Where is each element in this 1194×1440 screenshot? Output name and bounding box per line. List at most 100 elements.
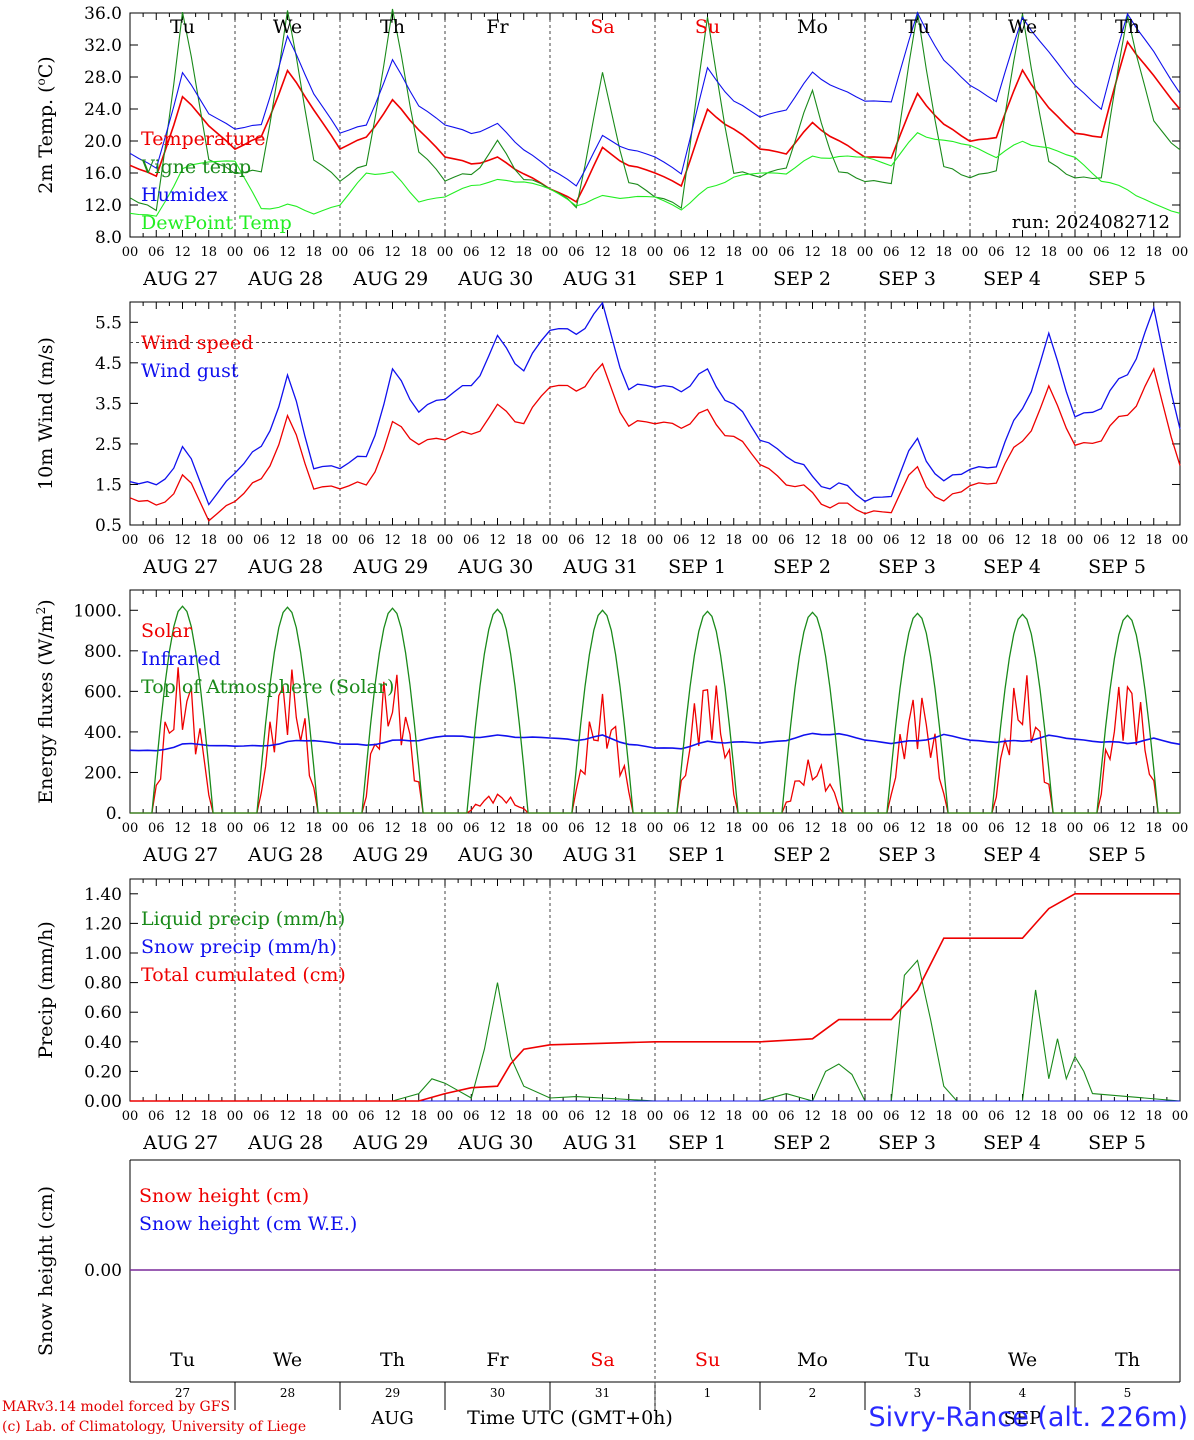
day-header: Mo: [797, 1349, 828, 1371]
hour-tick-label: 06: [358, 245, 375, 260]
hour-tick-label: 18: [515, 821, 532, 836]
date-label: AUG 29: [352, 268, 428, 290]
hour-tick-label: 18: [200, 1109, 217, 1124]
hour-tick-label: 00: [1172, 821, 1189, 836]
hour-tick-label: 06: [568, 821, 585, 836]
legend-entry: Solar: [141, 620, 193, 642]
hour-tick-label: 00: [857, 821, 874, 836]
day-header: Sa: [590, 1349, 614, 1371]
hour-tick-label: 06: [988, 1109, 1005, 1124]
run-label: run: 2024082712: [1012, 212, 1170, 233]
date-label: AUG 29: [352, 556, 428, 578]
hour-tick-label: 00: [542, 533, 559, 548]
hour-tick-label: 12: [279, 1109, 296, 1124]
hour-tick-label: 06: [1093, 245, 1110, 260]
hour-tick-label: 00: [542, 1109, 559, 1124]
hour-tick-label: 18: [1145, 533, 1162, 548]
hour-tick-label: 06: [358, 533, 375, 548]
date-label: SEP 1: [668, 268, 726, 290]
hour-tick-label: 18: [1145, 1109, 1162, 1124]
hour-tick-label: 12: [384, 1109, 401, 1124]
date-label: AUG 29: [352, 844, 428, 866]
day-number: 28: [280, 1386, 295, 1400]
date-label: AUG 30: [457, 1132, 533, 1154]
day-number: 27: [175, 1386, 190, 1400]
hour-tick-label: 00: [962, 821, 979, 836]
panel-frame: [129, 301, 1181, 526]
hour-tick-label: 18: [410, 533, 427, 548]
hour-tick-label: 12: [174, 821, 191, 836]
date-label: SEP 3: [878, 556, 936, 578]
y-tick-label: 1.00: [84, 944, 122, 964]
hour-tick-label: 06: [568, 1109, 585, 1124]
legend-entry: Wind gust: [141, 360, 239, 382]
series-line-humidex: [129, 11, 1181, 187]
month-label: AUG: [370, 1408, 414, 1429]
hour-tick-label: 00: [122, 245, 139, 260]
hour-tick-label: 18: [200, 245, 217, 260]
model-credit: MARv3.14 model forced by GFS: [2, 1399, 231, 1415]
hour-tick-label: 18: [725, 533, 742, 548]
hour-tick-label: 18: [830, 821, 847, 836]
hour-tick-label: 00: [542, 821, 559, 836]
hour-tick-label: 18: [1040, 821, 1057, 836]
hour-tick-label: 18: [410, 245, 427, 260]
panel-1: [129, 12, 1181, 238]
hour-tick-label: 00: [857, 1109, 874, 1124]
hour-tick-label: 00: [227, 245, 244, 260]
legend-entry: Snow precip (mm/h): [141, 936, 337, 958]
hour-tick-label: 12: [1014, 1109, 1031, 1124]
hour-tick-label: 12: [699, 245, 716, 260]
hour-tick-label: 00: [962, 533, 979, 548]
date-label: AUG 28: [247, 1132, 323, 1154]
hour-tick-label: 06: [568, 533, 585, 548]
hour-tick-label: 18: [830, 533, 847, 548]
hour-tick-label: 06: [673, 533, 690, 548]
hour-tick-label: 06: [148, 1109, 165, 1124]
series-line-liquid-precip-mm-h-: [130, 959, 1181, 1102]
day-header: Fr: [486, 16, 509, 38]
hour-tick-label: 12: [1014, 245, 1031, 260]
hour-tick-label: 00: [437, 533, 454, 548]
hour-tick-label: 12: [384, 533, 401, 548]
date-label: SEP 3: [878, 844, 936, 866]
hour-tick-label: 18: [515, 1109, 532, 1124]
day-header: We: [273, 16, 302, 38]
hour-tick-label: 00: [1172, 245, 1189, 260]
y-tick-label: 20.0: [84, 132, 122, 152]
hour-tick-label: 18: [620, 245, 637, 260]
hour-tick-label: 00: [647, 533, 664, 548]
panel-2: [129, 301, 1181, 526]
hour-tick-label: 06: [1093, 1109, 1110, 1124]
day-number: 31: [595, 1386, 610, 1400]
hour-tick-label: 00: [332, 533, 349, 548]
date-label: SEP 5: [1088, 268, 1146, 290]
y-tick-label: 800.: [84, 642, 122, 662]
date-label: AUG 31: [562, 556, 638, 578]
day-header: Tu: [905, 1349, 930, 1371]
hour-tick-label: 06: [463, 821, 480, 836]
hour-tick-label: 12: [804, 821, 821, 836]
hour-tick-label: 00: [647, 245, 664, 260]
hour-tick-label: 18: [935, 533, 952, 548]
legend-entry: Snow height (cm W.E.): [139, 1213, 357, 1235]
y-tick-label: 0.80: [84, 974, 122, 994]
hour-tick-label: 06: [673, 821, 690, 836]
day-number: 29: [385, 1386, 400, 1400]
panel-frame: [129, 589, 1181, 814]
date-label: AUG 27: [142, 268, 218, 290]
hour-tick-label: 00: [962, 1109, 979, 1124]
hour-tick-label: 00: [227, 533, 244, 548]
hour-tick-label: 06: [463, 1109, 480, 1124]
legend-entry: Top of Atmosphere (Solar): [141, 676, 394, 698]
hour-tick-label: 00: [962, 245, 979, 260]
y-tick-label: 0.40: [84, 1033, 122, 1053]
hour-tick-label: 12: [804, 1109, 821, 1124]
hour-tick-label: 18: [1040, 1109, 1057, 1124]
hour-tick-label: 12: [489, 1109, 506, 1124]
hour-tick-label: 18: [1145, 821, 1162, 836]
hour-tick-label: 00: [752, 245, 769, 260]
hour-tick-label: 12: [699, 1109, 716, 1124]
hour-tick-label: 06: [988, 245, 1005, 260]
hour-tick-label: 12: [909, 245, 926, 260]
